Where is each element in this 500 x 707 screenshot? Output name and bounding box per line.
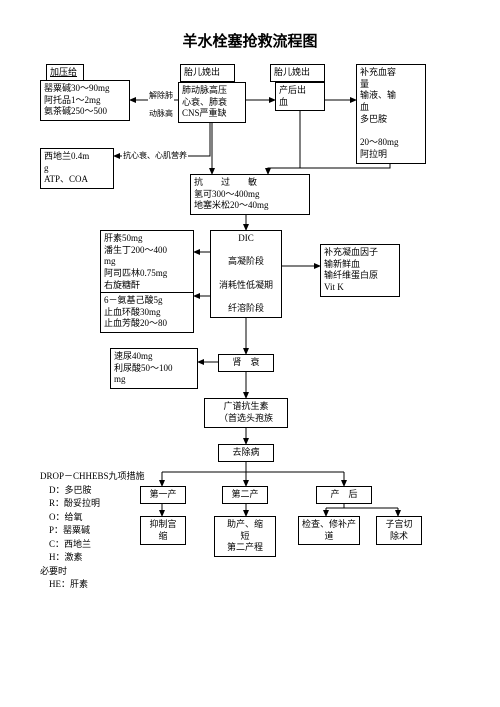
legend: DROP－CHHEBS九项措施 D：多巴胺 R：酚妥拉明 O：给氧 P：罂粟碱 … xyxy=(40,470,145,592)
node-n_antiallergy: 抗 过 敏氢可300～400mg地塞米松20～40mg xyxy=(190,174,310,215)
node-n_hyster: 子宫切除术 xyxy=(376,516,422,545)
node-n_antibiotic: 广谱抗生素（首选头孢族 xyxy=(204,398,288,428)
node-n_fetus1: 胎儿娩出 xyxy=(180,64,235,82)
node-n_check: 检查、修补产道 xyxy=(298,516,360,545)
node-n_furosemide: 速尿40mg利尿酸50～100mg xyxy=(110,348,198,389)
edge-5 xyxy=(268,110,300,174)
label-l_relieve: 解除肺 xyxy=(148,90,174,101)
node-n_supplement: 补充血容量输液、输血多巴胺20～80mg阿拉明 xyxy=(356,64,426,164)
node-n_amino: 6－氨基己酸5g止血环酸30mg止血芳酸20～80 xyxy=(100,292,194,333)
node-n_dic: DIC高凝阶段消耗性低凝期纤溶阶段 xyxy=(210,230,282,318)
node-n_kidney: 肾 衰 xyxy=(218,354,274,372)
node-n_coag: 补充凝血因子输新鲜血输纤维蛋白原Vit K xyxy=(320,244,400,297)
node-n_left1: 罂粟碱30～90mg阿托品1～2mg氨茶碱250～500 xyxy=(40,80,130,121)
node-n_after: 产 后 xyxy=(316,486,372,504)
node-n_postpartum: 产后出血 xyxy=(275,82,325,111)
node-n_inhibit: 抑制宫缩 xyxy=(140,516,186,545)
label-l_artery: 动脉高 xyxy=(148,108,174,119)
node-n_heparin: 肝素50mg潘生丁200～400mg阿司匹林0.75mg右旋糖酐 xyxy=(100,230,194,294)
node-n_assist: 助产、缩短第二产程 xyxy=(214,516,276,557)
label-l_anti_hf: 抗心衰、心肌营养 xyxy=(122,150,188,161)
node-n_lung: 肺动脉高压心衰、肺衰CNS严重缺 xyxy=(178,82,246,123)
node-n_cedilanid: 西地兰0.4mgATP、COA xyxy=(40,148,114,189)
node-n_fetus2: 胎儿娩出 xyxy=(270,64,325,82)
node-n_first: 第一产 xyxy=(140,486,186,504)
node-n_second: 第二产 xyxy=(222,486,268,504)
node-n_remove: 去除病 xyxy=(218,444,274,462)
